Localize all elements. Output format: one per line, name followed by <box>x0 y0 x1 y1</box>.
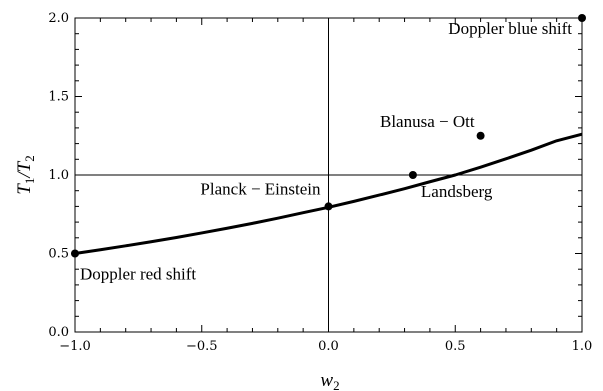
y-tick-label: 1.0 <box>48 168 69 183</box>
x-tick-label: 1.0 <box>572 339 593 354</box>
x-tick-label: −1.0 <box>59 339 91 354</box>
x-tick-label: 0.0 <box>318 339 339 354</box>
y-axis-title-part-1: T <box>14 183 35 195</box>
point-annotation: Blanusa − Ott <box>380 112 475 131</box>
x-axis-ticks: −1.0 −0.5 0.0 0.5 1.0 <box>59 18 592 354</box>
y-tick-label: 2.0 <box>48 11 69 26</box>
x-tick-label: 0.5 <box>445 339 466 354</box>
point-annotation: Doppler blue shift <box>448 19 572 38</box>
y-tick-label: 0.0 <box>48 325 69 340</box>
point-annotation: Doppler red shift <box>80 265 196 284</box>
data-point <box>71 249 79 258</box>
data-point <box>578 14 586 22</box>
y-axis-title-part-3: /T <box>14 160 35 178</box>
x-tick-label: −0.5 <box>186 339 218 354</box>
marked-points <box>71 14 586 258</box>
point-annotations: Doppler red shift Planck − Einstein Landsb… <box>80 19 572 284</box>
y-axis-title-part-2: 1 <box>22 178 37 185</box>
point-annotation: Planck − Einstein <box>200 179 321 198</box>
data-point <box>324 202 333 211</box>
x-axis-title-main: w <box>320 370 333 391</box>
x-axis-title: w2 <box>320 370 339 391</box>
y-axis-title-part-4: 2 <box>22 155 37 162</box>
y-tick-label: 0.5 <box>48 247 69 262</box>
data-point <box>476 131 485 140</box>
y-tick-label: 1.5 <box>48 90 69 105</box>
x-axis-title-sub: 2 <box>333 378 340 391</box>
y-axis-title: T1/T2 <box>14 155 37 194</box>
y-axis-ticks: 0.0 0.5 1.0 1.5 2.0 <box>48 11 582 340</box>
data-point <box>408 171 417 179</box>
point-annotation: Landsberg <box>421 182 493 201</box>
